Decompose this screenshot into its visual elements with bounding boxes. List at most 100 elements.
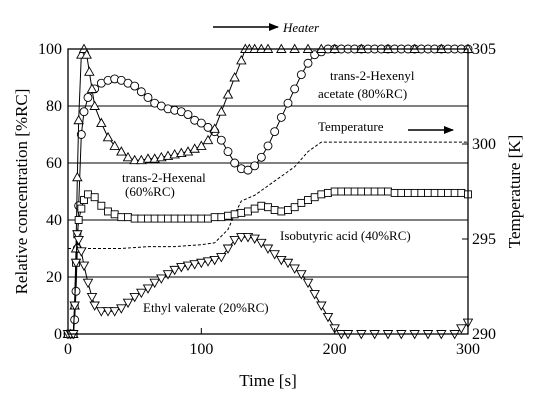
- data-point: [364, 187, 372, 196]
- data-point: [78, 261, 90, 272]
- data-point: [164, 214, 172, 223]
- data-point: [117, 213, 126, 222]
- data-point: [79, 107, 89, 117]
- data-point: [296, 270, 307, 280]
- data-point: [144, 214, 152, 223]
- data-point: [424, 188, 432, 197]
- x-axis-title: Time [s]: [239, 371, 296, 390]
- data-point: [122, 151, 134, 162]
- data-point: [216, 253, 227, 263]
- y-tick-label: 40: [46, 212, 62, 229]
- data-point: [210, 213, 219, 222]
- data-point: [196, 258, 207, 269]
- data-point: [70, 315, 80, 325]
- data-point: [209, 255, 220, 266]
- series-triangle-down: [62, 230, 474, 340]
- data-point: [437, 188, 446, 197]
- data-point: [282, 258, 294, 269]
- data-point: [143, 92, 153, 102]
- data-point: [417, 188, 426, 197]
- data-point: [302, 278, 314, 289]
- y-tick-label: 20: [46, 269, 62, 286]
- data-point: [150, 214, 159, 223]
- data-point: [84, 190, 92, 199]
- data-point: [256, 238, 267, 249]
- data-point: [296, 70, 306, 80]
- ethyl-label: Ethyl valerate (20%RC): [143, 300, 269, 315]
- data-point: [330, 187, 339, 196]
- data-point: [283, 98, 293, 108]
- data-point: [250, 204, 259, 213]
- data-point: [216, 106, 227, 116]
- data-point: [196, 118, 206, 128]
- data-point: [77, 204, 86, 213]
- data-point: [276, 112, 286, 122]
- data-point: [102, 131, 114, 142]
- data-point: [83, 92, 93, 102]
- data-point: [270, 127, 280, 137]
- data-point: [90, 193, 99, 202]
- data-point: [189, 143, 200, 153]
- data-point: [290, 84, 300, 94]
- data-point: [350, 187, 359, 196]
- data-point: [76, 247, 87, 257]
- data-point: [170, 214, 179, 223]
- data-point: [157, 214, 166, 223]
- data-point: [276, 255, 287, 266]
- data-point: [182, 261, 194, 272]
- ticks: 0 100 200 300 0 20 40 60 80 100 290 295 300 305: [38, 41, 496, 358]
- data-point: [109, 307, 120, 317]
- data-point: [156, 274, 167, 284]
- data-point: [250, 161, 260, 171]
- data-point: [177, 214, 186, 223]
- data-point: [216, 135, 226, 145]
- data-point: [289, 264, 300, 274]
- x-tick-label: 100: [189, 341, 213, 358]
- data-point: [102, 307, 114, 317]
- temperature-label: Temperature: [318, 119, 384, 134]
- data-point: [149, 278, 160, 289]
- data-point: [104, 207, 112, 216]
- data-point: [73, 235, 84, 246]
- data-point: [129, 154, 140, 165]
- data-point: [243, 165, 253, 175]
- data-point: [169, 265, 180, 276]
- data-point: [357, 187, 366, 196]
- data-point: [224, 211, 232, 220]
- data-point: [222, 244, 234, 254]
- data-point: [277, 207, 286, 216]
- hexenyl-label-line1: trans-2-Hexenyl: [330, 68, 415, 83]
- data-point: [217, 213, 226, 222]
- data-point: [223, 147, 233, 157]
- data-point: [136, 288, 147, 299]
- series-square: [64, 187, 472, 338]
- data-point: [236, 54, 247, 65]
- y2-tick-label: 300: [472, 136, 496, 153]
- data-point: [72, 171, 83, 182]
- data-point: [262, 244, 274, 254]
- isobutyric-label: Isobutyric acid (40%RC): [280, 228, 411, 243]
- data-point: [297, 198, 306, 207]
- data-point: [269, 250, 280, 260]
- data-point: [310, 193, 319, 202]
- data-point: [202, 134, 214, 145]
- y2-tick-label: 290: [472, 326, 496, 343]
- data-point: [182, 146, 194, 156]
- data-point: [229, 235, 240, 246]
- y-tick-label: 0: [54, 326, 62, 343]
- data-point: [324, 188, 332, 197]
- data-point: [189, 260, 200, 270]
- data-point: [444, 188, 452, 197]
- data-point: [122, 298, 134, 309]
- data-point: [190, 214, 199, 223]
- data-point: [222, 89, 234, 99]
- data-point: [97, 201, 106, 210]
- data-point: [184, 214, 192, 223]
- data-point: [263, 141, 273, 151]
- data-point: [377, 187, 386, 196]
- data-point: [162, 270, 174, 280]
- y-axis-title: Relative concentration [%RC]: [12, 89, 31, 295]
- data-point: [130, 81, 140, 91]
- data-point: [73, 114, 84, 125]
